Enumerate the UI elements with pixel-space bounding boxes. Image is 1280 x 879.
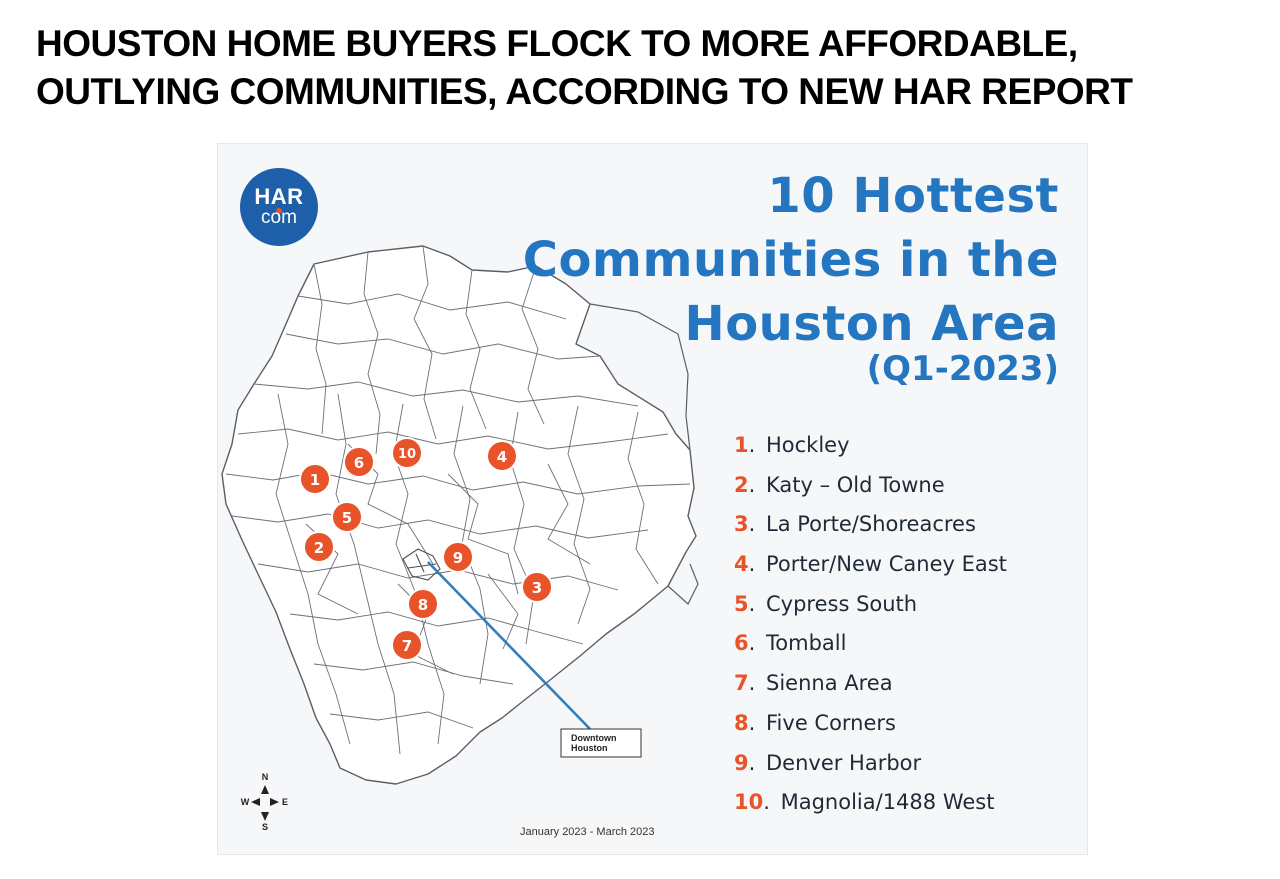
- svg-text:8: 8: [418, 596, 428, 614]
- rankings-list: 1. Hockley 2. Katy – Old Towne 3. La Por…: [734, 426, 1007, 823]
- svg-text:3: 3: [532, 579, 542, 597]
- list-item: 8. Five Corners: [734, 710, 896, 735]
- svg-text:Downtown: Downtown: [571, 733, 617, 743]
- rank-name: Sienna Area: [766, 671, 893, 696]
- svg-text:4: 4: [497, 448, 507, 466]
- map-marker-7: 7: [391, 629, 423, 661]
- rank-number: 2: [734, 472, 749, 497]
- downtown-callout-line: [427, 561, 591, 730]
- list-item: 6. Tomball: [734, 631, 847, 656]
- map-marker-3: 3: [521, 571, 553, 603]
- list-item: 9. Denver Harbor: [734, 750, 922, 775]
- map-title-line-2: Communities in the: [522, 232, 1059, 288]
- headline-line-2: OUTLYING COMMUNITIES, ACCORDING TO NEW H…: [36, 71, 1133, 112]
- compass-icon: N S W E: [241, 772, 288, 832]
- rank-name: Denver Harbor: [766, 750, 922, 775]
- rank-name: La Porte/Shoreacres: [766, 512, 976, 537]
- list-item: 5. Cypress South: [734, 591, 918, 616]
- svg-text:6: 6: [354, 454, 364, 472]
- rank-name: Magnolia/1488 West: [780, 790, 995, 815]
- har-logo-com-text: com: [261, 207, 297, 228]
- map-marker-9: 9: [442, 541, 474, 573]
- rank-name: Cypress South: [766, 591, 918, 616]
- har-logo-text: HAR: [254, 184, 304, 209]
- svg-text:7: 7: [402, 637, 412, 655]
- svg-text:E: E: [282, 797, 288, 807]
- map-markers: 1 2 3 4 5 6 7: [299, 437, 553, 661]
- houston-area-map: Downtown Houston N S W E 1 2: [221, 245, 699, 832]
- rank-name: Hockley: [766, 433, 850, 457]
- map-marker-5: 5: [331, 501, 363, 533]
- rank-number: 8: [734, 710, 749, 735]
- rank-number: 9: [734, 750, 749, 775]
- svg-text:10: 10: [398, 447, 416, 462]
- rank-number: 5: [734, 591, 749, 616]
- svg-text:S: S: [262, 822, 268, 832]
- list-item: 4. Porter/New Caney East: [734, 552, 1007, 577]
- map-subtitle: (Q1-2023): [866, 349, 1059, 389]
- list-item: 10. Magnolia/1488 West: [734, 790, 995, 815]
- map-marker-8: 8: [407, 588, 439, 620]
- map-marker-6: 6: [343, 446, 375, 478]
- har-logo-dot: [276, 208, 282, 214]
- svg-text:9: 9: [453, 549, 463, 567]
- map-title-line-1: 10 Hottest: [767, 168, 1059, 224]
- svg-text:1: 1: [310, 471, 320, 489]
- map-marker-1: 1: [299, 463, 331, 495]
- rank-number: 10: [734, 790, 764, 815]
- map-title-line-3: Houston Area: [684, 296, 1059, 352]
- list-item: 1. Hockley: [734, 433, 850, 457]
- headline-line-1: HOUSTON HOME BUYERS FLOCK TO MORE AFFORD…: [36, 23, 1078, 64]
- svg-text:Houston: Houston: [571, 743, 608, 753]
- list-item: 2. Katy – Old Towne: [734, 472, 945, 497]
- map-marker-4: 4: [486, 440, 518, 472]
- list-item: 3. La Porte/Shoreacres: [734, 512, 976, 537]
- map-title: 10 Hottest Communities in the Houston Ar…: [523, 164, 1059, 356]
- map-marker-10: 10: [391, 437, 423, 469]
- infographic-card: Downtown Houston N S W E 1 2: [217, 143, 1088, 855]
- rank-name: Five Corners: [766, 710, 896, 735]
- rank-name: Katy – Old Towne: [766, 472, 945, 497]
- svg-text:2: 2: [314, 539, 324, 557]
- map-marker-2: 2: [303, 531, 335, 563]
- rank-number: 6: [734, 631, 749, 656]
- downtown-callout-label: Downtown Houston: [560, 728, 642, 758]
- rank-number: 3: [734, 512, 749, 537]
- list-item: 7. Sienna Area: [734, 671, 893, 696]
- rank-number: 4: [734, 552, 749, 577]
- rank-number: 7: [734, 671, 749, 696]
- rank-name: Tomball: [766, 631, 847, 656]
- date-range-caption: January 2023 - March 2023: [520, 826, 655, 838]
- har-logo: HAR com: [240, 168, 318, 246]
- svg-text:5: 5: [342, 509, 352, 527]
- svg-text:W: W: [241, 797, 250, 807]
- rank-name: Porter/New Caney East: [766, 552, 1007, 577]
- article-headline: HOUSTON HOME BUYERS FLOCK TO MORE AFFORD…: [36, 20, 1236, 116]
- rank-number: 1: [734, 433, 749, 457]
- svg-text:N: N: [262, 772, 269, 782]
